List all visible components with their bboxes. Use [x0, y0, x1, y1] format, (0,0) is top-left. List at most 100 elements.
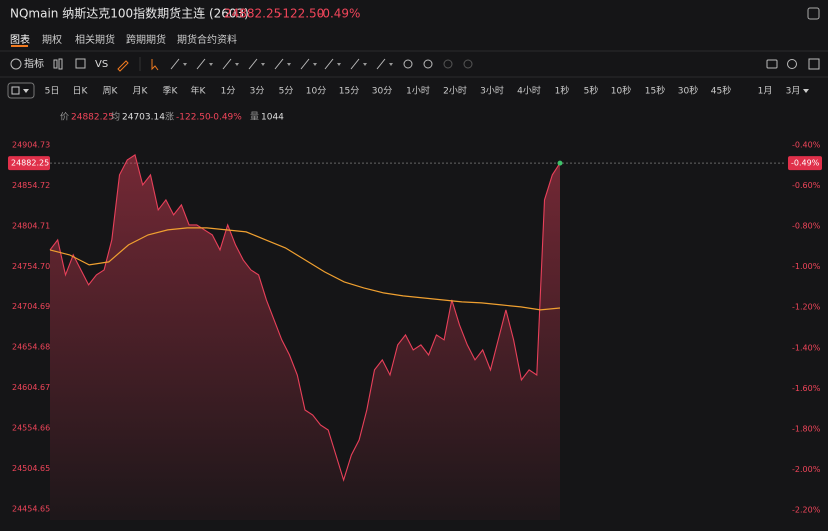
- tool-dropdown[interactable]: [337, 63, 341, 66]
- tab[interactable]: 图表: [10, 33, 30, 46]
- timeframe[interactable]: 周K: [103, 86, 119, 97]
- info-label: 涨: [165, 112, 174, 123]
- tool-dropdown[interactable]: [235, 63, 239, 66]
- indicator-icon[interactable]: [10, 58, 22, 70]
- timeframe[interactable]: 5秒: [584, 85, 599, 97]
- y-tick-label: 24804.71: [12, 221, 50, 230]
- timeframe[interactable]: 30秒: [678, 85, 698, 97]
- tool-icon[interactable]: [222, 58, 232, 70]
- tool-dropdown[interactable]: [209, 63, 213, 66]
- tool-dropdown[interactable]: [313, 63, 317, 66]
- price-line: [49, 154, 561, 482]
- info-value: -0.49%: [210, 113, 242, 123]
- y-tick-label: 24504.65: [12, 464, 50, 473]
- tool-icon[interactable]: [403, 59, 413, 69]
- dropdown-arrow: [23, 89, 29, 93]
- y2-tick-label: -1.80%: [792, 424, 821, 433]
- tool-dropdown[interactable]: [287, 63, 291, 66]
- tab[interactable]: 相关期货: [75, 33, 115, 46]
- timeframe[interactable]: 45秒: [711, 85, 731, 97]
- compare-button[interactable]: VS: [95, 59, 108, 70]
- timeframe[interactable]: 15秒: [645, 85, 665, 97]
- exit-icon[interactable]: [807, 7, 820, 20]
- active-tab-underline: [11, 45, 28, 47]
- timeframe[interactable]: 5日: [45, 86, 60, 97]
- header-change: -122.50: [278, 7, 324, 21]
- timeframe[interactable]: 10分: [306, 86, 326, 97]
- tool-icon[interactable]: [170, 58, 180, 70]
- y-tick-label: 24454.65: [12, 504, 50, 513]
- tab[interactable]: 跨期期货: [126, 33, 166, 46]
- tool-icon[interactable]: [248, 58, 258, 70]
- current-pct-box: [788, 156, 822, 171]
- timeframe[interactable]: 1分: [221, 86, 236, 97]
- y2-tick-label: -1.20%: [792, 303, 821, 312]
- tool-icon[interactable]: [324, 58, 334, 70]
- info-label: 量: [250, 112, 259, 123]
- chart-type-button[interactable]: [7, 82, 35, 99]
- timeframe[interactable]: 年K: [191, 85, 207, 97]
- info-value: -122.50: [176, 113, 211, 123]
- info-value: 24882.25: [71, 113, 114, 123]
- chart-type-icon: [11, 86, 20, 95]
- timeframe[interactable]: 1小时: [406, 85, 430, 97]
- current-pct-label: -0.49%: [791, 159, 820, 168]
- tool-icon[interactable]: [274, 58, 284, 70]
- info-value: 24703.14: [122, 113, 165, 123]
- timeframe[interactable]: 15分: [339, 86, 359, 97]
- y2-tick-label: -1.60%: [792, 384, 821, 393]
- tool-dropdown[interactable]: [183, 63, 187, 66]
- fullscreen-icon[interactable]: [808, 58, 820, 70]
- timeframe[interactable]: 月K: [133, 86, 149, 97]
- camera-icon[interactable]: [766, 59, 778, 69]
- tool-icon[interactable]: [376, 58, 386, 70]
- timeframe[interactable]: 5分: [279, 86, 294, 97]
- y-tick-label: 24654.68: [12, 343, 50, 352]
- y2-tick-label: -1.00%: [792, 262, 821, 271]
- tool-icon[interactable]: [350, 58, 360, 70]
- info-label: 均: [111, 111, 120, 123]
- timeframe[interactable]: 季K: [163, 85, 179, 97]
- settings-icon[interactable]: [787, 59, 797, 69]
- tool-icon[interactable]: [463, 59, 473, 69]
- timeframe[interactable]: 1月: [758, 86, 773, 97]
- timeframe[interactable]: 4小时: [517, 85, 541, 97]
- tab[interactable]: 期权: [42, 33, 62, 46]
- timeframe[interactable]: 10秒: [611, 85, 631, 97]
- y-tick-label: 24904.73: [12, 140, 50, 149]
- tool-icon[interactable]: [196, 58, 206, 70]
- tab[interactable]: 期货合约资料: [177, 33, 237, 46]
- indicator-button[interactable]: 指标: [24, 57, 44, 70]
- y-tick-label: 24754.70: [12, 262, 50, 271]
- dropdown-arrow[interactable]: [803, 89, 809, 93]
- timeframe[interactable]: 3分: [250, 86, 265, 97]
- timeframe[interactable]: 3小时: [480, 85, 504, 97]
- timeframe[interactable]: 3月: [786, 86, 801, 97]
- draw-icon[interactable]: [117, 60, 129, 72]
- timeframe[interactable]: 日K: [73, 86, 89, 97]
- last-point: [557, 160, 563, 166]
- header-price: 24882.25: [224, 7, 281, 21]
- y2-tick-label: -0.40%: [792, 141, 821, 150]
- tool-dropdown[interactable]: [389, 63, 393, 66]
- timeframe[interactable]: 1秒: [555, 85, 570, 97]
- current-price-label: 24882.25: [11, 159, 49, 168]
- info-label: 价: [60, 112, 69, 123]
- y-tick-label: 24554.66: [12, 424, 50, 433]
- layout-icon[interactable]: [75, 58, 86, 69]
- y2-tick-label: -0.80%: [792, 222, 821, 231]
- timeframe[interactable]: 30分: [372, 86, 392, 97]
- timeframes: 5日 日K 周K 月K 季K 年K 1分 3分 5分 10分 15分 30分 1小时 2小时 3小时 4小时 1…: [45, 85, 801, 97]
- tool-icon[interactable]: [443, 59, 453, 69]
- y-tick-label: 24604.67: [12, 383, 50, 392]
- timeframe[interactable]: 2小时: [443, 85, 467, 97]
- candle-icon[interactable]: [58, 58, 63, 70]
- tool-dropdown[interactable]: [261, 63, 265, 66]
- tool-dropdown[interactable]: [363, 63, 367, 66]
- candle-icon[interactable]: [53, 59, 58, 69]
- tool-icon[interactable]: [300, 58, 310, 70]
- tool-icon[interactable]: [423, 59, 433, 69]
- cursor-icon[interactable]: [151, 59, 159, 71]
